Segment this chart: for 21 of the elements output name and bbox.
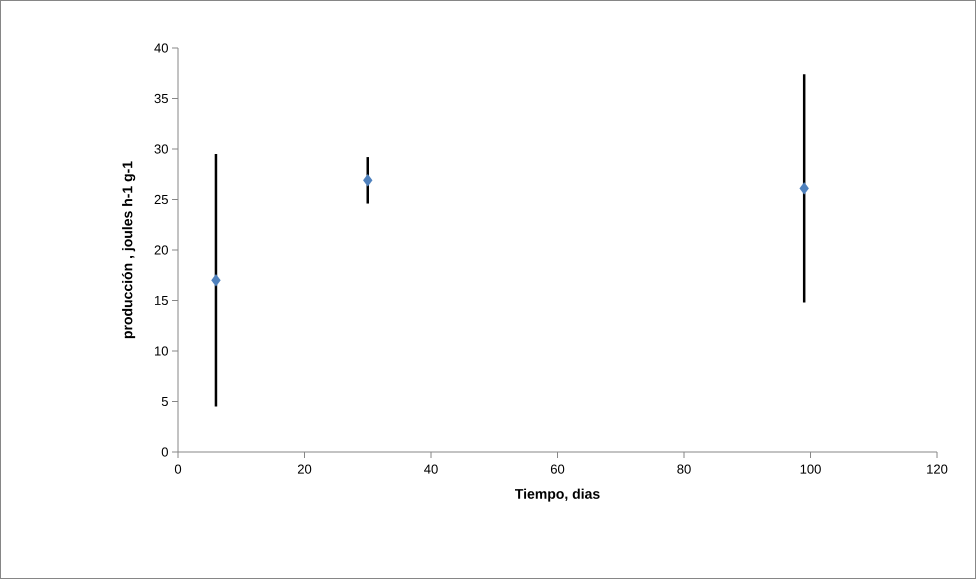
- y-tick-label: 40: [154, 43, 168, 53]
- y-tick-label: 25: [154, 194, 168, 204]
- x-axis-title: Tiempo, dias: [515, 488, 600, 502]
- x-tick-label: 120: [927, 464, 948, 474]
- y-tick-label: 35: [154, 94, 168, 104]
- y-tick-label: 0: [162, 447, 168, 457]
- y-axis-title: producción , joules h-1 g-1: [122, 161, 136, 338]
- x-tick-label: 100: [800, 464, 821, 474]
- x-tick-label: 80: [677, 464, 691, 474]
- y-tick-label: 15: [155, 296, 168, 306]
- point: [363, 174, 372, 187]
- x-tick-label: 20: [298, 464, 312, 474]
- x-tick-label: 0: [174, 464, 182, 474]
- y-tick-label: 10: [155, 346, 168, 356]
- x-tick-label: 60: [550, 464, 564, 474]
- point: [211, 274, 221, 286]
- point: [799, 182, 809, 195]
- y-tick-label: 5: [162, 396, 168, 406]
- y-tick-label: 30: [154, 144, 168, 154]
- y-tick-label: 20: [154, 245, 168, 255]
- x-tick-label: 40: [424, 464, 438, 474]
